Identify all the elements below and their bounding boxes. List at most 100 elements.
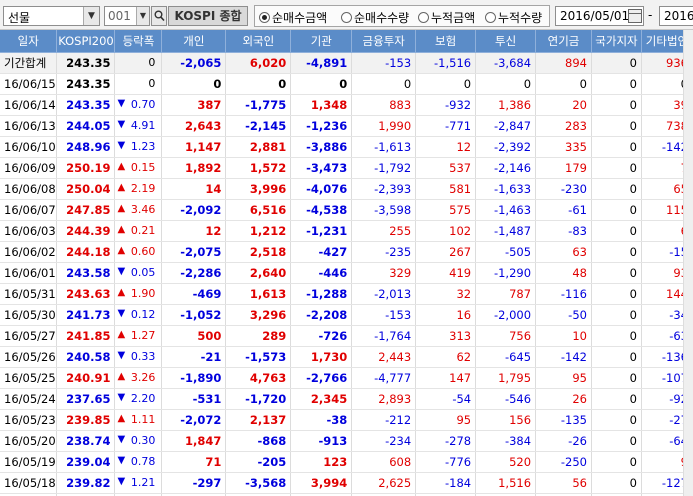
column-header[interactable]: 외국인 (225, 30, 292, 53)
change-value: 0.70 (130, 98, 156, 111)
value-cell: 2,137 (225, 409, 292, 431)
value-cell: 10 (535, 325, 592, 347)
table-row[interactable]: 16/06/03 244.39 ▲ 0.21 12 1,212 -1,231 255 102 -1… (0, 220, 693, 242)
column-header[interactable]: 보험 (415, 30, 477, 53)
table-row[interactable]: 16/05/17241.03▲0.21751-2,3801,604598-151… (0, 493, 693, 496)
table-row[interactable]: 16/05/26 240.58 ▼ 0.33 -21 -1,573 1,730 2,443 62… (0, 346, 693, 368)
triangle-up-icon: ▲ (117, 329, 126, 340)
change-value: 1.21 (130, 476, 156, 489)
table-row[interactable]: 16/05/20 238.74 ▼ 0.30 1,847 -868 -913 -234 -278… (0, 430, 693, 452)
table-row[interactable]: 16/06/01 243.58 ▼ 0.05 -2,286 2,640 -446 329 419… (0, 262, 693, 284)
table-row[interactable]: 16/06/08 250.04 ▲ 2.19 14 3,996 -4,076 -2,393 58… (0, 178, 693, 200)
date-cell: 16/05/23 (0, 409, 58, 431)
table-row[interactable]: 16/05/27 241.85 ▲ 1.27 500 289 -726 -1,764 313 75… (0, 325, 693, 347)
radio-unchecked-icon[interactable] (418, 12, 429, 23)
table-row[interactable]: 16/06/13 244.05 ▼ 4.91 2,643 -2,145 -1,236 1,99… (0, 115, 693, 137)
value-cell: 0 (591, 262, 642, 284)
value-cell: 0 (225, 73, 292, 95)
value-cell: -776 (415, 451, 477, 473)
column-header[interactable]: 일자 (0, 30, 58, 53)
value-cell: -26 (535, 430, 592, 452)
radio-cumulative-quantity[interactable]: 누적수량 (485, 9, 542, 26)
radio-net-buy-amount[interactable]: 순매수금액 (259, 9, 327, 26)
radio-cumulative-amount[interactable]: 누적금액 (418, 9, 475, 26)
date-cell: 16/06/10 (0, 136, 58, 158)
column-header[interactable]: KOSPI200 (56, 30, 116, 53)
value-cell: -2,145 (225, 115, 292, 137)
value-cell: 0 (591, 115, 642, 137)
column-header[interactable]: 연기금 (535, 30, 592, 53)
value-cell: 335 (535, 136, 592, 158)
chevron-down-icon[interactable]: ▼ (136, 7, 149, 25)
triangle-down-icon: ▼ (117, 308, 126, 319)
column-header[interactable]: 국가지자 (591, 30, 642, 53)
value-cell: -83 (535, 220, 592, 242)
value-cell: 2,625 (351, 472, 417, 494)
table-row[interactable]: 16/05/25 240.91 ▲ 3.26 -1,890 4,763 -2,766 -4,7… (0, 367, 693, 389)
value-cell: -469 (161, 283, 227, 305)
value-cell: 520 (475, 451, 537, 473)
table-row[interactable]: 16/06/09 250.19 ▲ 0.15 1,892 1,572 -3,473 -1,79… (0, 157, 693, 179)
value-cell: -234 (351, 430, 417, 452)
table-row[interactable]: 16/06/10 248.96 ▼ 1.23 1,147 2,881 -3,886 -1,61… (0, 136, 693, 158)
value-cell: -230 (535, 178, 592, 200)
value-cell: 2,893 (351, 388, 417, 410)
radio-checked-icon[interactable] (259, 12, 270, 23)
radio-unchecked-icon[interactable] (341, 12, 352, 23)
value-cell: -726 (290, 325, 353, 347)
value-cell: 1,516 (475, 472, 537, 494)
date-cell: 16/05/27 (0, 325, 58, 347)
change-value: 0.15 (130, 161, 156, 174)
calendar-icon[interactable] (628, 9, 642, 23)
radio-net-buy-quantity[interactable]: 순매수수량 (341, 9, 409, 26)
table-row[interactable]: 16/05/19 239.04 ▼ 0.78 71 -205 123 608 -776 520 -2… (0, 451, 693, 473)
column-header[interactable]: 투신 (475, 30, 537, 53)
table-row[interactable]: 16/06/14 243.35 ▼ 0.70 387 -1,775 1,348 883 -932… (0, 94, 693, 116)
value-cell: -1,764 (351, 325, 417, 347)
table-row[interactable]: 16/05/18 239.82 ▼ 1.21 -297 -3,568 3,994 2,625-… (0, 472, 693, 494)
table-row[interactable]: 16/05/31 243.63 ▲ 1.90 -469 1,613 -1,288 -2,013… (0, 283, 693, 305)
kospi200-cell: 247.85 (56, 199, 116, 221)
value-cell: 581 (415, 178, 477, 200)
triangle-up-icon: ▲ (117, 182, 126, 193)
kospi200-cell: 243.63 (56, 283, 116, 305)
search-button[interactable] (151, 6, 167, 26)
date-to-input[interactable]: 2016 (659, 6, 693, 26)
value-cell: 500 (161, 325, 227, 347)
triangle-down-icon: ▼ (117, 140, 126, 151)
column-header[interactable]: 기관 (290, 30, 353, 53)
table-row[interactable]: 16/06/02 244.18 ▲ 0.60 -2,075 2,518 -427 -235 26… (0, 241, 693, 263)
summary-row[interactable]: 기간합계 243.35 0 -2,065 6,020 -4,891 -153 -1,516 -3… (0, 52, 693, 74)
value-cell: 95 (535, 367, 592, 389)
table-row[interactable]: 16/05/24 237.65 ▼ 2.20 -531 -1,720 2,345 2,893-… (0, 388, 693, 410)
column-header[interactable]: 금융투자 (351, 30, 417, 53)
vertical-scrollbar[interactable] (683, 30, 693, 496)
value-cell: 787 (475, 283, 537, 305)
date-from-input[interactable]: 2016/05/01 (555, 6, 644, 26)
table-row[interactable]: 16/06/07 247.85 ▲ 3.46 -2,092 6,516 -4,538 -3,5… (0, 199, 693, 221)
kospi200-cell: 250.19 (56, 157, 116, 179)
value-cell: 1,795 (475, 367, 537, 389)
table-row[interactable]: 16/05/30 241.73 ▼ 0.12 -1,052 3,296 -2,208 -153… (0, 304, 693, 326)
value-cell: -1,487 (475, 220, 537, 242)
triangle-down-icon: ▼ (117, 434, 126, 445)
value-cell: -54 (415, 388, 477, 410)
date-cell: 16/05/19 (0, 451, 58, 473)
chevron-down-icon[interactable]: ▼ (83, 7, 99, 25)
change-value: 0.05 (130, 266, 156, 279)
market-select[interactable]: 선물 ▼ (3, 6, 100, 26)
market-select-value: 선물 (8, 11, 31, 25)
radio-unchecked-icon[interactable] (485, 12, 496, 23)
column-header[interactable]: 개인 (161, 30, 227, 53)
column-header[interactable]: 등락폭 (114, 30, 163, 53)
value-cell: -3,598 (351, 199, 417, 221)
change-cell: ▲ 2.19 (114, 178, 163, 200)
code-select[interactable]: 001 ▼ (104, 6, 150, 26)
change-cell: 0 (114, 73, 163, 95)
column-header[interactable]: 기타법인 (641, 30, 693, 53)
value-cell: 1,572 (225, 157, 292, 179)
value-cell: 0 (351, 73, 417, 95)
value-cell: -116 (535, 283, 592, 305)
table-row[interactable]: 16/05/23 239.85 ▲ 1.11 -2,072 2,137 -38 -212 95 1… (0, 409, 693, 431)
